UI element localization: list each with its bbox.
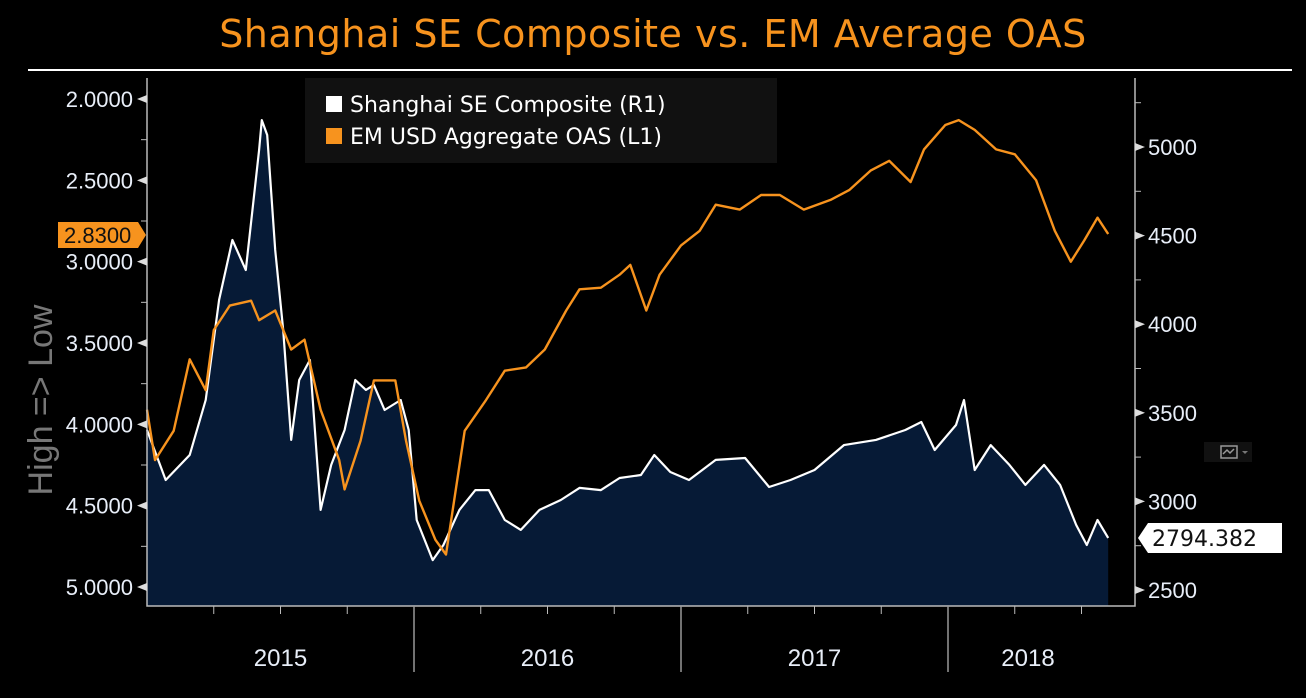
left-tick-mark: [137, 420, 147, 429]
left-tick-label: 5.0000: [66, 575, 133, 600]
right-tick-mark: [1135, 497, 1145, 506]
legend-swatch-oas: [326, 128, 342, 144]
x-tick-label: 2017: [788, 645, 841, 672]
right-tick-mark: [1135, 143, 1145, 151]
x-tick-label: 2018: [1001, 645, 1054, 672]
right-tick-label: 4000: [1148, 312, 1197, 337]
left-axis-label: High => Low: [22, 304, 60, 495]
left-tick-mark: [137, 501, 147, 510]
left-tick-label: 4.5000: [66, 494, 133, 519]
left-tick-mark: [137, 339, 147, 347]
left-tick-label: 2.0000: [66, 87, 133, 112]
left-tick-label: 3.5000: [66, 331, 133, 356]
shanghai-area-fill: [147, 120, 1109, 606]
oas-series-line: [145, 118, 1110, 556]
oas-last-value-tag: 2.8300: [58, 222, 146, 248]
right-tick-mark: [1135, 408, 1145, 417]
left-tick-mark: [137, 583, 147, 591]
right-tick-label: 3500: [1148, 401, 1197, 426]
right-tick-label: 4500: [1148, 224, 1197, 249]
legend-label-shanghai: Shanghai SE Composite (R1): [350, 93, 666, 118]
chart-type-icon[interactable]: [1204, 442, 1252, 462]
right-tick-label: 3000: [1148, 489, 1197, 514]
left-tick-mark: [137, 176, 147, 185]
legend-swatch-shanghai: [326, 96, 342, 112]
left-tick-label: 4.0000: [66, 412, 133, 437]
x-tick-label: 2016: [521, 645, 574, 672]
svg-text:2.8300: 2.8300: [64, 223, 131, 248]
right-tick-label: 5000: [1148, 135, 1197, 160]
shanghai-series-line: [145, 119, 1110, 562]
right-tick-mark: [1135, 231, 1145, 240]
svg-text:2794.382: 2794.382: [1152, 527, 1257, 552]
legend-label-oas: EM USD Aggregate OAS (L1): [350, 125, 662, 150]
right-tick-mark: [1135, 586, 1145, 594]
left-tick-mark: [137, 95, 147, 103]
shanghai-last-value-tag: 2794.382: [1138, 523, 1282, 553]
chart-title: Shanghai SE Composite vs. EM Average OAS: [219, 12, 1087, 56]
left-tick-label: 2.5000: [66, 168, 133, 193]
title-underline: [28, 69, 1292, 71]
x-tick-label: 2015: [254, 645, 307, 672]
legend: Shanghai SE Composite (R1) EM USD Aggreg…: [305, 78, 777, 163]
right-tick-mark: [1135, 320, 1145, 329]
right-tick-label: 2500: [1148, 578, 1197, 603]
left-tick-mark: [137, 257, 147, 266]
left-tick-label: 3.0000: [66, 250, 133, 275]
